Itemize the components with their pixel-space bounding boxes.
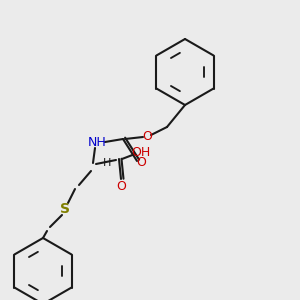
Text: O: O (136, 155, 146, 169)
Text: O: O (116, 179, 126, 193)
Text: O: O (142, 130, 152, 143)
Text: S: S (60, 202, 70, 216)
Text: H: H (103, 158, 111, 168)
Text: OH: OH (131, 146, 151, 160)
Text: NH: NH (88, 136, 106, 149)
